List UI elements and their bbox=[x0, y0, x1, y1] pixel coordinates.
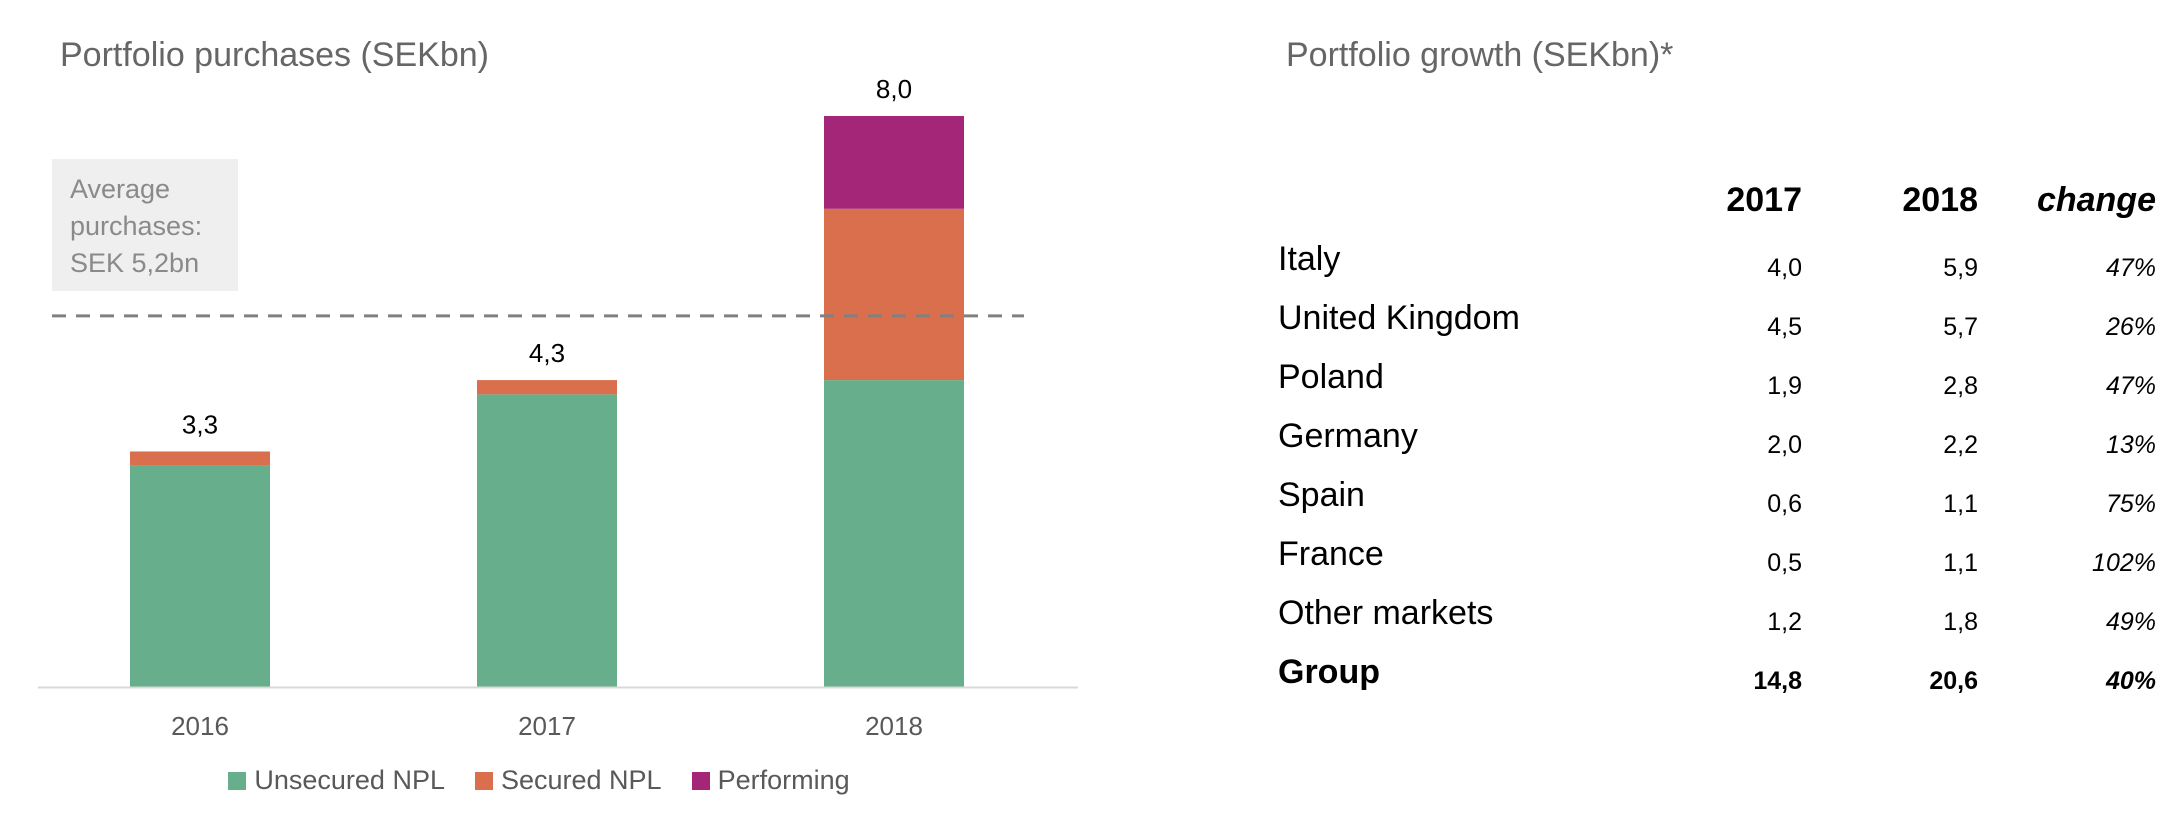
bar-2018-unsecured-npl bbox=[824, 380, 964, 687]
row-value-2017: 4,5 bbox=[1767, 313, 1802, 341]
table-row: Spain 0,6 1,1 75% bbox=[1278, 466, 2156, 525]
row-country: Italy bbox=[1278, 240, 1341, 278]
x-tick-label-2018: 2018 bbox=[865, 711, 923, 741]
legend-label-unsecured-npl: Unsecured NPL bbox=[254, 765, 445, 795]
data-label-2017: 4,3 bbox=[529, 338, 565, 368]
row-value-2018: 5,7 bbox=[1943, 313, 1978, 341]
table-total-row: Group 14,8 20,6 40% bbox=[1278, 643, 2156, 702]
legend-swatch-performing bbox=[691, 771, 710, 790]
row-country: France bbox=[1278, 535, 1384, 573]
average-label-line-3: SEK 5,2bn bbox=[70, 248, 200, 278]
row-change: 49% bbox=[2105, 608, 2156, 636]
total-country: Group bbox=[1278, 653, 1380, 691]
legend-label-performing: Performing bbox=[717, 765, 850, 795]
average-label-line-2: purchases: bbox=[70, 211, 203, 241]
header-2017: 2017 bbox=[1726, 180, 1802, 219]
row-country: Spain bbox=[1278, 476, 1365, 514]
table-title: Portfolio growth (SEKbn)* bbox=[1286, 36, 1674, 74]
bar-2018-secured-npl bbox=[824, 208, 964, 381]
header-country bbox=[1278, 170, 1658, 230]
row-change: 13% bbox=[2105, 431, 2156, 459]
row-change: 47% bbox=[2105, 254, 2156, 282]
average-purchases-annotation: Average purchases: SEK 5,2bn bbox=[52, 159, 238, 291]
row-value-2018: 2,2 bbox=[1943, 431, 1978, 459]
bar-2017-secured-npl bbox=[477, 380, 617, 395]
row-change: 75% bbox=[2105, 490, 2156, 518]
chart-title: Portfolio purchases (SEKbn) bbox=[60, 36, 489, 74]
table-row: Italy 4,0 5,9 47% bbox=[1278, 230, 2156, 289]
table-row: Poland 1,9 2,8 47% bbox=[1278, 348, 2156, 407]
total-change: 40% bbox=[2105, 667, 2156, 695]
row-country: Poland bbox=[1278, 358, 1384, 396]
chart-legend: Unsecured NPL Secured NPL Performing bbox=[0, 765, 1078, 796]
row-country: United Kingdom bbox=[1278, 299, 1520, 337]
table-row: Germany 2,0 2,2 13% bbox=[1278, 407, 2156, 466]
data-label-2016: 3,3 bbox=[182, 409, 218, 439]
row-value-2017: 0,5 bbox=[1767, 549, 1802, 577]
bar-2018-performing bbox=[824, 116, 964, 209]
legend-label-secured-npl: Secured NPL bbox=[500, 765, 662, 795]
x-tick-label-2017: 2017 bbox=[518, 711, 576, 741]
row-country: Other markets bbox=[1278, 594, 1494, 632]
table-row: United Kingdom 4,5 5,7 26% bbox=[1278, 289, 2156, 348]
row-value-2018: 1,8 bbox=[1943, 608, 1978, 636]
legend-item-performing: Performing bbox=[691, 765, 850, 796]
row-value-2017: 1,2 bbox=[1767, 608, 1802, 636]
row-change: 47% bbox=[2105, 372, 2156, 400]
average-label-line-1: Average bbox=[70, 174, 171, 204]
header-2018: 2018 bbox=[1902, 180, 1978, 219]
row-value-2017: 2,0 bbox=[1767, 431, 1802, 459]
legend-item-unsecured-npl: Unsecured NPL bbox=[228, 765, 445, 796]
table-row: Other markets 1,2 1,8 49% bbox=[1278, 584, 2156, 643]
legend-item-secured-npl: Secured NPL bbox=[474, 765, 662, 796]
row-value-2017: 4,0 bbox=[1767, 254, 1802, 282]
table-header-row: 2017 2018 change bbox=[1278, 170, 2156, 230]
row-value-2018: 1,1 bbox=[1943, 549, 1978, 577]
legend-swatch-secured-npl bbox=[474, 771, 493, 790]
portfolio-purchases-chart: 3,3 2016 4,3 2017 8,0 2018 bbox=[38, 74, 1078, 741]
bar-2016-unsecured-npl bbox=[130, 465, 270, 687]
bar-2017-unsecured-npl bbox=[477, 394, 617, 687]
header-change: change bbox=[2036, 180, 2156, 219]
row-value-2018: 1,1 bbox=[1943, 490, 1978, 518]
total-value-2018: 20,6 bbox=[1929, 667, 1978, 695]
row-value-2018: 2,8 bbox=[1943, 372, 1978, 400]
bar-2016-secured-npl bbox=[130, 451, 270, 466]
x-tick-label-2016: 2016 bbox=[171, 711, 229, 741]
row-change: 26% bbox=[2105, 313, 2156, 341]
total-value-2017: 14,8 bbox=[1753, 667, 1802, 695]
legend-swatch-unsecured-npl bbox=[228, 771, 247, 790]
row-change: 102% bbox=[2092, 549, 2156, 577]
row-value-2017: 1,9 bbox=[1767, 372, 1802, 400]
row-country: Germany bbox=[1278, 417, 1418, 455]
row-value-2017: 0,6 bbox=[1767, 490, 1802, 518]
table-row: France 0,5 1,1 102% bbox=[1278, 525, 2156, 584]
data-label-2018: 8,0 bbox=[876, 74, 912, 104]
row-value-2018: 5,9 bbox=[1943, 254, 1978, 282]
portfolio-growth-table: 2017 2018 change Italy 4,0 5,9 47% Unite… bbox=[1278, 170, 2156, 702]
